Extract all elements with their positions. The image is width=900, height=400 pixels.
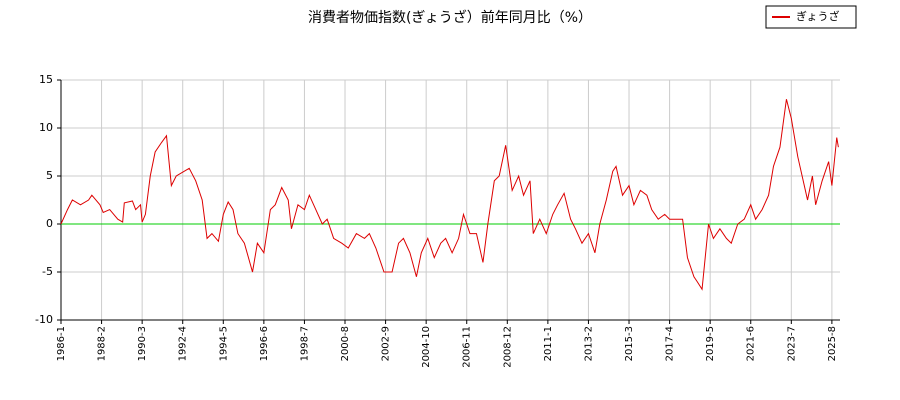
legend-box: [765, 5, 857, 29]
x-tick-label: 2011-1: [543, 326, 554, 361]
x-tick-label: 2008-12: [502, 326, 513, 368]
x-tick-label: 2023-7: [786, 326, 797, 361]
x-tick-label: 2025-8: [827, 326, 838, 361]
x-tick-label: 1998-7: [299, 326, 310, 361]
line-series: [60, 99, 839, 291]
y-tick-label: 10: [39, 121, 53, 134]
x-tick-label: 2019-5: [705, 326, 716, 361]
x-tick-label: 2006-11: [462, 326, 473, 368]
x-tick-label: 1994-5: [218, 326, 229, 361]
y-tick-label: 5: [46, 169, 53, 182]
x-tick-label: 2021-6: [746, 326, 757, 361]
x-tick-label: 1996-6: [259, 326, 270, 361]
legend-label: ぎょうざ: [796, 9, 839, 23]
x-tick-label: 2002-9: [381, 326, 392, 361]
chart-title: 消費者物価指数(ぎょうざ）前年同月比（%）: [308, 9, 592, 26]
x-tick-label: 1988-2: [97, 326, 108, 361]
y-tick-label: -10: [35, 313, 53, 326]
y-tick-label: 15: [39, 73, 53, 86]
x-tick-label: 2017-4: [665, 326, 676, 361]
y-tick-label: -5: [42, 265, 53, 278]
x-tick-label: 2013-2: [583, 326, 594, 361]
x-tick-label: 1992-4: [178, 326, 189, 361]
x-tick-label: 2004-10: [421, 326, 432, 368]
x-tick-label: 2015-3: [624, 326, 635, 361]
x-tick-label: 1990-3: [137, 326, 148, 361]
x-tick-label: 2000-8: [340, 326, 351, 361]
y-tick-label: 0: [46, 217, 53, 230]
x-tick-label: 1986-1: [56, 326, 67, 361]
